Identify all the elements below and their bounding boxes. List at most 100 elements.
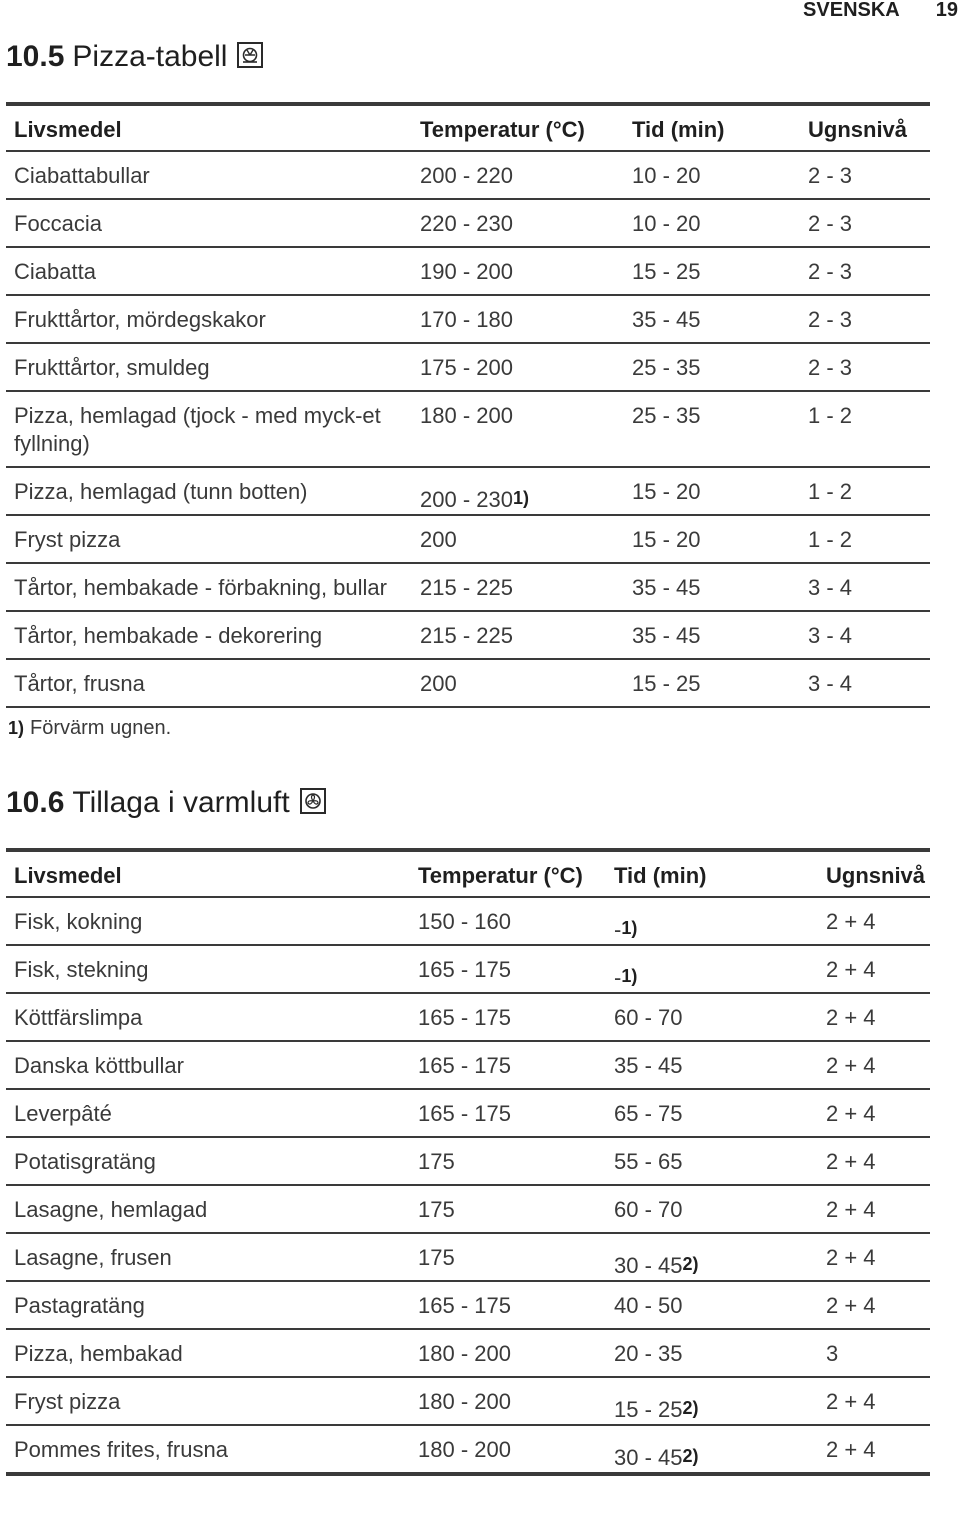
cell-value: 60 - 70 bbox=[614, 1005, 683, 1030]
cell-time: 40 - 50 bbox=[606, 1281, 818, 1330]
cell-value: 55 - 65 bbox=[614, 1149, 683, 1174]
cell-time: 30 - 452) bbox=[606, 1425, 818, 1476]
cell-time: 25 - 35 bbox=[624, 343, 800, 392]
cell-temperature: 150 - 160 bbox=[410, 897, 606, 946]
cell-food: Pizza, hemlagad (tjock - med myck-et fyl… bbox=[6, 391, 412, 468]
value-with-footnote: 15 - 252) bbox=[614, 1397, 699, 1422]
cell-value: 200 bbox=[420, 671, 457, 696]
cell-time: 25 - 35 bbox=[624, 391, 800, 468]
cell-value: 30 - 45 bbox=[614, 1445, 683, 1470]
cell-value: 65 - 75 bbox=[614, 1101, 683, 1126]
table-row: Tårtor, hembakade - förbakning, bullar 21… bbox=[6, 563, 930, 612]
cell-food: Ciabatta bbox=[6, 247, 412, 296]
table-row: Köttfärslimpa 165 - 175 60 - 70 2 + 4 bbox=[6, 993, 930, 1042]
section-number: 10.5 bbox=[6, 40, 65, 73]
cell-value: 170 - 180 bbox=[420, 307, 513, 332]
cell-value: 165 - 175 bbox=[418, 1053, 511, 1078]
table-row: Fisk, stekning 165 - 175 -1) 2 + 4 bbox=[6, 945, 930, 994]
pizza-table: Livsmedel Temperatur (°C) Tid (min) Ugns… bbox=[6, 102, 930, 746]
cell-time: 10 - 20 bbox=[624, 151, 800, 200]
table-row: Pizza, hembakad 180 - 200 20 - 35 3 bbox=[6, 1329, 930, 1378]
footnote: 1) Förvärm ugnen. bbox=[6, 707, 930, 746]
cell-food: Fryst pizza bbox=[6, 1377, 410, 1426]
cell-value: 200 - 220 bbox=[420, 163, 513, 188]
cell-temperature: 215 - 225 bbox=[412, 611, 624, 660]
column-header-level: Ugnsnivå bbox=[800, 102, 930, 152]
footnote-ref: 1) bbox=[512, 488, 529, 508]
cell-time: 60 - 70 bbox=[606, 1185, 818, 1234]
cell-value: 15 - 25 bbox=[632, 259, 701, 284]
cell-food: Leverpâté bbox=[6, 1089, 410, 1138]
cell-time: 60 - 70 bbox=[606, 993, 818, 1042]
column-header-level: Ugnsnivå bbox=[818, 848, 930, 898]
table-row: Pizza, hemlagad (tunn botten) 200 - 2301)… bbox=[6, 467, 930, 516]
cell-food: Köttfärslimpa bbox=[6, 993, 410, 1042]
section-number: 10.6 bbox=[6, 786, 65, 819]
cell-value: 175 bbox=[418, 1197, 455, 1222]
cell-food: Frukttårtor, mördegskakor bbox=[6, 295, 412, 344]
cell-value: 200 - 230 bbox=[420, 487, 513, 512]
cell-level: 1 - 2 bbox=[800, 467, 930, 516]
cell-value: 60 - 70 bbox=[614, 1197, 683, 1222]
cell-temperature: 200 bbox=[412, 659, 624, 708]
cell-temperature: 180 - 200 bbox=[410, 1377, 606, 1426]
cell-value: 25 - 35 bbox=[632, 403, 701, 428]
cell-value: 10 - 20 bbox=[632, 163, 701, 188]
cell-value: 200 bbox=[420, 527, 457, 552]
cell-value: 175 - 200 bbox=[420, 355, 513, 380]
fan-setting-icon bbox=[299, 788, 326, 814]
cell-food: Lasagne, hemlagad bbox=[6, 1185, 410, 1234]
cell-value: 15 - 20 bbox=[632, 479, 701, 504]
cell-time: 15 - 25 bbox=[624, 247, 800, 296]
cell-food: Pizza, hembakad bbox=[6, 1329, 410, 1378]
footnote-ref: 1) bbox=[621, 966, 638, 986]
cell-level: 3 - 4 bbox=[800, 611, 930, 660]
cell-food: Pastagratäng bbox=[6, 1281, 410, 1330]
cell-value: 175 bbox=[418, 1149, 455, 1174]
table-row: Ciabattabullar 200 - 220 10 - 20 2 - 3 bbox=[6, 151, 930, 200]
cell-level: 2 - 3 bbox=[800, 151, 930, 200]
cell-food: Lasagne, frusen bbox=[6, 1233, 410, 1282]
table-header-row: Livsmedel Temperatur (°C) Tid (min) Ugns… bbox=[6, 848, 930, 898]
footnote-row: 1) Förvärm ugnen. bbox=[6, 707, 930, 746]
cell-time: 15 - 20 bbox=[624, 467, 800, 516]
value-with-footnote: 200 - 2301) bbox=[420, 487, 529, 512]
table-row: Fryst pizza 200 15 - 20 1 - 2 bbox=[6, 515, 930, 564]
cell-temperature: 175 bbox=[410, 1137, 606, 1186]
cell-value: 10 - 20 bbox=[632, 211, 701, 236]
cell-time: 15 - 252) bbox=[606, 1377, 818, 1426]
cell-time: 35 - 45 bbox=[624, 295, 800, 344]
cell-level: 2 + 4 bbox=[818, 993, 930, 1042]
cell-level: 2 + 4 bbox=[818, 1281, 930, 1330]
convection-section-title: 10.6 Tillaga i varmluft bbox=[6, 786, 326, 820]
cell-temperature: 180 - 200 bbox=[412, 391, 624, 468]
cell-temperature: 165 - 175 bbox=[410, 993, 606, 1042]
cell-temperature: 215 - 225 bbox=[412, 563, 624, 612]
cell-value: 165 - 175 bbox=[418, 1293, 511, 1318]
table-row: Ciabatta 190 - 200 15 - 25 2 - 3 bbox=[6, 247, 930, 296]
cell-value: - bbox=[614, 917, 622, 942]
table-row: Potatisgratäng 175 55 - 65 2 + 4 bbox=[6, 1137, 930, 1186]
cell-temperature: 200 bbox=[412, 515, 624, 564]
cell-time: 10 - 20 bbox=[624, 199, 800, 248]
cell-food: Fryst pizza bbox=[6, 515, 412, 564]
cell-level: 3 bbox=[818, 1329, 930, 1378]
cell-value: 180 - 200 bbox=[420, 403, 513, 428]
column-header-time: Tid (min) bbox=[606, 848, 818, 898]
cell-temperature: 175 - 200 bbox=[412, 343, 624, 392]
cell-level: 2 + 4 bbox=[818, 1233, 930, 1282]
table-row: Lasagne, frusen 175 30 - 452) 2 + 4 bbox=[6, 1233, 930, 1282]
cell-time: 20 - 35 bbox=[606, 1329, 818, 1378]
pizza-section-title: 10.5 Pizza-tabell bbox=[6, 40, 264, 74]
cell-level: 1 - 2 bbox=[800, 515, 930, 564]
cell-time: -1) bbox=[606, 897, 818, 946]
cell-level: 3 - 4 bbox=[800, 659, 930, 708]
cell-time: 35 - 45 bbox=[606, 1041, 818, 1090]
cell-level: 2 - 3 bbox=[800, 199, 930, 248]
cell-value: 180 - 200 bbox=[418, 1437, 511, 1462]
column-header-temperature: Temperatur (°C) bbox=[410, 848, 606, 898]
column-header-food: Livsmedel bbox=[6, 848, 410, 898]
footnote-mark: 1) bbox=[8, 718, 25, 738]
cell-value: 35 - 45 bbox=[632, 575, 701, 600]
cell-value: 175 bbox=[418, 1245, 455, 1270]
